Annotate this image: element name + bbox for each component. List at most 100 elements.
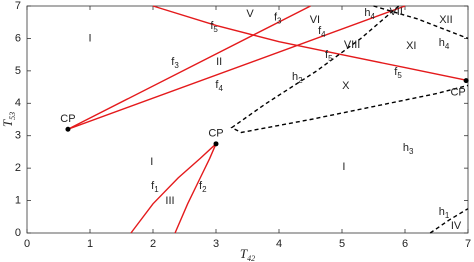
annotation-sub: 1: [154, 185, 159, 194]
plot-frame: [26, 5, 469, 234]
x-tick-label: 7: [465, 238, 471, 250]
annotation-sub: 5: [328, 54, 333, 63]
x-tick-label: 1: [87, 238, 93, 250]
x-tick-label: 6: [402, 238, 408, 250]
curve: [67, 5, 311, 130]
annotation-main: h: [403, 142, 409, 154]
annotation-main: IV: [451, 220, 462, 232]
annotation-main: XI: [406, 40, 416, 52]
cusp-point: [213, 141, 219, 147]
annotation: f5: [325, 49, 333, 63]
annotation: f5: [394, 66, 402, 80]
curve: [152, 5, 469, 82]
y-axis-label-sub: 53: [8, 112, 17, 120]
annotation: XII: [439, 14, 452, 26]
y-tick-label: 0: [15, 227, 21, 239]
annotation: I: [150, 156, 153, 168]
annotation-sub: 3: [174, 61, 179, 70]
annotation: h4: [364, 7, 375, 21]
x-tick-label: 0: [24, 238, 30, 250]
y-tick-label: 3: [15, 130, 21, 142]
annotation-sub: 2: [202, 185, 207, 194]
annotation-main: XII: [439, 14, 452, 26]
annotation: h4: [439, 37, 450, 51]
annotation-main: f: [274, 12, 278, 24]
annotation-sub: 5: [213, 25, 218, 34]
annotation-main: f: [394, 66, 398, 78]
y-tick-label: 1: [15, 194, 21, 206]
annotation-main: II: [216, 56, 222, 68]
curve: [429, 208, 469, 234]
annotation: h3: [403, 142, 414, 156]
y-tick-label: 6: [15, 32, 21, 44]
annotation: V: [246, 8, 254, 20]
x-tick-label: 3: [213, 238, 219, 250]
annotation: f2: [199, 180, 207, 194]
cusp-point: [463, 78, 469, 84]
annotation: VII: [389, 6, 402, 18]
annotation: f4: [215, 79, 223, 93]
y-axis-label: T53: [0, 112, 17, 127]
annotation-main: X: [342, 80, 350, 92]
annotation: IV: [451, 220, 462, 232]
x-tick-label: 5: [339, 238, 345, 250]
point-label: CP: [450, 86, 465, 98]
annotation-main: VIII: [344, 39, 361, 51]
annotation-main: I: [342, 161, 345, 173]
annotation: XI: [406, 40, 416, 52]
x-tick-label: 4: [276, 238, 282, 250]
x-tick-label: 2: [150, 238, 156, 250]
annotation: f3: [171, 56, 179, 70]
annotation: X: [342, 80, 350, 92]
cusp-point: [65, 126, 71, 132]
annotation-main: f: [171, 56, 175, 68]
annotation-sub: 3: [409, 147, 414, 156]
annotation-main: h: [439, 37, 445, 49]
y-axis-label-main: T: [0, 119, 15, 127]
curve: [130, 143, 217, 234]
annotation-main: h: [292, 71, 298, 83]
x-axis-label-sub: 42: [247, 254, 255, 262]
annotation: I: [342, 161, 345, 173]
annotation: I: [88, 32, 91, 44]
annotation-main: V: [246, 8, 254, 20]
annotation-sub: 4: [371, 12, 376, 21]
annotation: f5: [210, 20, 218, 34]
x-axis-label-main: T: [240, 246, 248, 261]
annotation-main: VI: [310, 14, 320, 26]
annotation: f3: [274, 12, 282, 26]
curve: [230, 5, 469, 134]
annotation: f4: [318, 25, 326, 39]
annotation: f1: [151, 180, 159, 194]
annotation-main: f: [318, 25, 322, 37]
annotation-sub: 4: [218, 84, 223, 93]
annotation-sub: 4: [445, 42, 450, 51]
annotation-main: h: [439, 206, 445, 218]
x-axis-label: T42: [240, 246, 255, 262]
annotation-main: f: [215, 79, 219, 91]
annotation-main: f: [151, 180, 155, 192]
annotation-main: f: [210, 20, 214, 32]
annotation-sub: 3: [277, 17, 282, 26]
annotation-main: I: [150, 156, 153, 168]
annotation: h1: [439, 206, 450, 220]
annotation: VI: [310, 14, 320, 26]
curve: [174, 143, 217, 234]
annotation-sub: 4: [321, 30, 326, 39]
annotation-main: f: [199, 180, 203, 192]
annotation-main: f: [325, 49, 329, 61]
annotation-main: VII: [389, 6, 402, 18]
annotation: VIII: [344, 39, 361, 51]
annotation-main: I: [88, 32, 91, 44]
y-tick-label: 7: [15, 0, 21, 12]
annotation: h2: [292, 71, 303, 85]
annotation: III: [165, 195, 174, 207]
y-tick-label: 2: [15, 162, 21, 174]
y-tick-label: 5: [15, 65, 21, 77]
annotation: II: [216, 56, 222, 68]
annotation-sub: 1: [445, 211, 450, 220]
annotation-main: h: [364, 7, 370, 19]
point-label: CP: [60, 113, 75, 125]
curve: [373, 5, 469, 40]
